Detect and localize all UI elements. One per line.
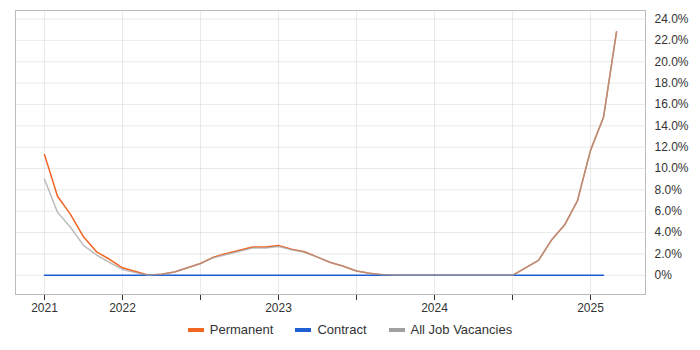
svg-text:4.0%: 4.0% <box>655 225 683 239</box>
svg-text:2.0%: 2.0% <box>655 247 683 261</box>
svg-text:12.0%: 12.0% <box>655 140 689 154</box>
html-text:Contract: Contract <box>317 322 367 337</box>
html-text:Permanent: Permanent <box>209 322 274 337</box>
svg-text:2021: 2021 <box>31 301 58 315</box>
svg-text:2023: 2023 <box>265 301 292 315</box>
svg-text:6.0%: 6.0% <box>655 204 683 218</box>
svg-text:22.0%: 22.0% <box>655 33 689 47</box>
html-text:All Job Vacancies: All Job Vacancies <box>410 322 513 337</box>
svg-text:16.0%: 16.0% <box>655 97 689 111</box>
svg-text:20.0%: 20.0% <box>655 55 689 69</box>
svg-text:24.0%: 24.0% <box>655 12 689 26</box>
svg-text:18.0%: 18.0% <box>655 76 689 90</box>
svg-text:2024: 2024 <box>421 301 448 315</box>
svg-text:8.0%: 8.0% <box>655 183 683 197</box>
svg-text:10.0%: 10.0% <box>655 161 689 175</box>
svg-text:14.0%: 14.0% <box>655 119 689 133</box>
svg-text:0%: 0% <box>655 268 673 282</box>
svg-text:2022: 2022 <box>109 301 136 315</box>
svg-text:2025: 2025 <box>577 301 604 315</box>
